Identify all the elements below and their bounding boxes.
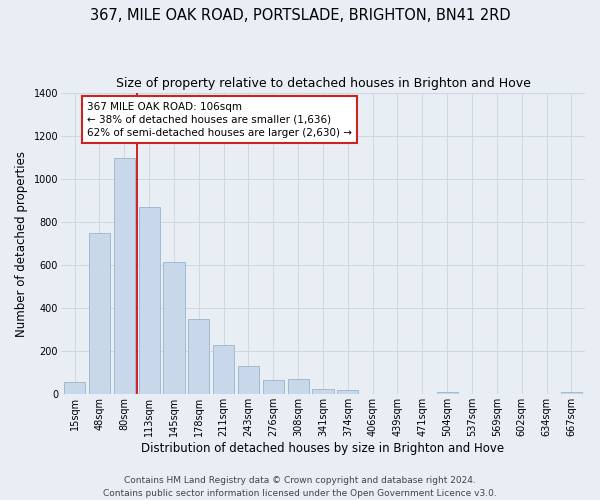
Bar (437, 392, 458, 394)
Bar (213, 345, 234, 395)
Bar (561, 392, 582, 394)
Bar (238, 366, 259, 394)
X-axis label: Distribution of detached houses by size in Brighton and Hove: Distribution of detached houses by size … (142, 442, 505, 455)
Bar (139, 207, 160, 394)
Text: 367, MILE OAK ROAD, PORTSLADE, BRIGHTON, BN41 2RD: 367, MILE OAK ROAD, PORTSLADE, BRIGHTON,… (89, 8, 511, 22)
Y-axis label: Number of detached properties: Number of detached properties (15, 150, 28, 336)
Bar (64, 382, 85, 394)
Text: 367 MILE OAK ROAD: 106sqm
← 38% of detached houses are smaller (1,636)
62% of se: 367 MILE OAK ROAD: 106sqm ← 38% of detac… (87, 102, 352, 138)
Bar (163, 262, 185, 394)
Bar (313, 389, 334, 394)
Bar (287, 379, 308, 394)
Bar (337, 390, 358, 394)
Text: Contains HM Land Registry data © Crown copyright and database right 2024.
Contai: Contains HM Land Registry data © Crown c… (103, 476, 497, 498)
Title: Size of property relative to detached houses in Brighton and Hove: Size of property relative to detached ho… (116, 78, 530, 90)
Bar (188, 319, 209, 394)
Bar (89, 233, 110, 394)
Bar (114, 158, 135, 394)
Bar (263, 380, 284, 394)
